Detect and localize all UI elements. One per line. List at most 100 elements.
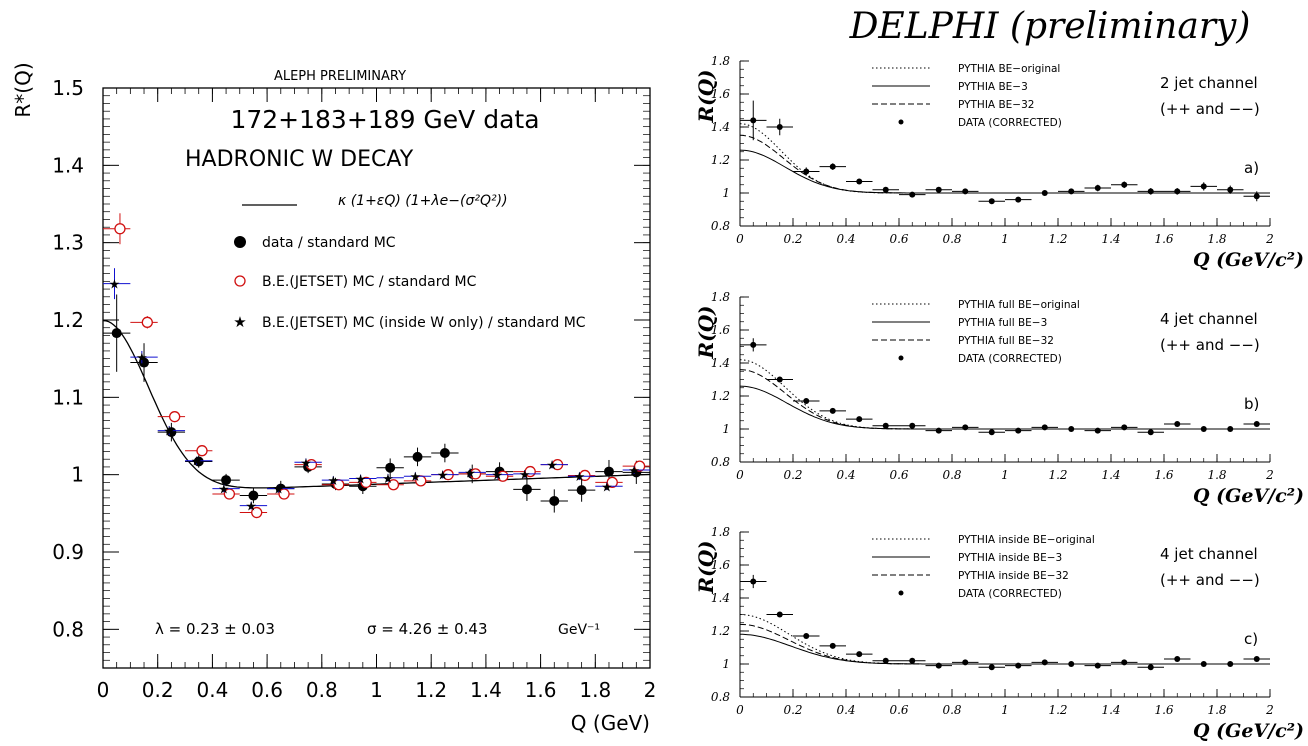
aleph-point-data [111,328,122,339]
delphi-a-g-x-tick-label: 1 [1001,232,1009,246]
delphi-c-g-data-point [988,664,995,671]
delphi-a-g-y-tick-label: 0.8 [711,219,730,233]
delphi-a-g-data-point [750,117,757,124]
delphi-c-g-x-tick-label: 2 [1265,703,1274,717]
delphi-a-g-legend-label-3: DATA (CORRECTED) [958,117,1062,129]
delphi-c-g-y-tick-label: 1.8 [711,525,730,539]
aleph-x-axis-label: Q (GeV) [571,711,650,735]
delphi-b-g-data-point [1094,427,1101,434]
delphi-a-g-curve-dashed [739,134,1270,194]
aleph-point-data [521,484,532,495]
delphi-a-g-data-point [1174,188,1181,195]
aleph-legend-data-marker [234,236,246,248]
delphi-b-g-x-axis-label: Q (GeV/c²) [1193,485,1304,507]
delphi-b-g-y-tick-label: 1.6 [711,323,730,337]
delphi-a-g-legend-label-0: PYTHIA BE−original [958,63,1060,75]
delphi-c-g-data-point [962,659,969,666]
delphi-c-g-x-axis-label: Q (GeV/c²) [1193,720,1304,742]
delphi-a-g-data-point [1094,185,1101,192]
delphi-b-g-y-tick-label: 0.8 [711,455,730,469]
delphi-title: DELPHI (preliminary) [849,6,1251,47]
aleph-point-mcw: ★ [464,466,476,481]
delphi-b-g-legend-label-1: PYTHIA full BE−3 [958,317,1047,329]
delphi-a-g-x-tick-label: 1.4 [1101,232,1120,246]
delphi-b-g-curve-dotted [739,359,1270,430]
aleph-point-mcw: ★ [382,472,394,487]
aleph-point-mcw: ★ [136,351,148,366]
delphi-b-g-y-tick-label: 1.8 [711,290,730,304]
delphi-c-g-curve-dotted [739,614,1270,665]
aleph-point-mc [196,445,208,457]
delphi-c-g-x-tick-label: 0.4 [836,703,855,717]
aleph-x-tick-label: 1.4 [470,678,502,702]
delphi-c-g-legend-label-3: DATA (CORRECTED) [958,588,1062,600]
delphi-c-g-x-tick-label: 0.6 [889,703,908,717]
delphi-b-g-y-tick-label: 1 [722,422,730,436]
delphi-a-g-data-point [829,163,836,170]
delphi-c-g-channel-label: 4 jet channel [1160,545,1258,563]
aleph-point-mcw: ★ [601,480,613,495]
aleph-point-data [603,466,614,477]
delphi-a-g-x-tick-label: 0.8 [942,232,961,246]
delphi-a-g-x-axis-label: Q (GeV/c²) [1193,249,1304,271]
delphi-c-g-legend-label-1: PYTHIA inside BE−3 [958,552,1062,564]
aleph-point-data [439,448,450,459]
delphi-c-g-data-point [1094,662,1101,669]
delphi-b-g-data-point [1147,429,1154,436]
aleph-legend-mc-label: B.E.(JETSET) MC / standard MC [262,274,477,290]
delphi-a-g-data-point [803,168,810,175]
delphi-c-g-x-tick-label: 1.8 [1207,703,1226,717]
delphi-b-g-x-tick-label: 0.2 [783,468,802,482]
aleph-x-tick-label: 1.2 [415,678,447,702]
delphi-a-g-data-point [988,198,995,205]
delphi-c-g-y-tick-label: 1.4 [711,591,730,605]
delphi-a-g-x-tick-label: 0 [736,232,744,246]
delphi-a-g-x-tick-label: 1.8 [1207,232,1226,246]
delphi-b-g-charge-label: (++ and −−) [1160,336,1260,354]
delphi-c-g-data-point [1015,662,1022,669]
delphi-a-g-x-tick-label: 2 [1265,232,1274,246]
delphi-a-g-charge-label: (++ and −−) [1160,100,1260,118]
delphi-c-g-data-point [829,642,836,649]
aleph-y-axis-label: R*(Q) [11,62,35,117]
delphi-a-g-x-tick-label: 1.6 [1154,232,1173,246]
delphi-a-g-y-tick-label: 1.2 [711,153,730,167]
aleph-chart: 0 0.2 0.4 0.6 0.8 1 1.2 1.4 1.6 1.8 2 0.8 0.9 1 1.1 1.2… [11,62,656,735]
delphi-c-g-x-tick-label: 1.2 [1048,703,1067,717]
aleph-fit-curve [102,319,651,489]
aleph-point-mc [251,506,263,519]
delphi-b-g-data-point [1068,426,1075,432]
aleph-x-tick-label: 0.6 [251,678,283,702]
delphi-b-g-legend-label-2: PYTHIA full BE−32 [958,335,1054,347]
delphi-c-g-data-point [1041,659,1048,666]
aleph-y-tick-label: 0.8 [52,617,84,641]
delphi-a-g-y-tick-label: 1 [722,186,730,200]
delphi-c-g-data-point [909,657,916,664]
delphi-c-g-data-point [1121,659,1128,666]
delphi-c-g-y-tick-label: 1.6 [711,558,730,572]
delphi-b-g-legend-label-0: PYTHIA full BE−original [958,299,1080,311]
delphi-b-g-data-point [1121,424,1128,431]
delphi-b-g-y-tick-label: 1.4 [711,356,730,370]
delphi-c-g-x-tick-label: 1.6 [1154,703,1173,717]
delphi-b-g-x-tick-label: 0 [736,468,744,482]
aleph-point-mcw: ★ [546,459,558,474]
aleph-y-tick-label: 1.4 [52,153,84,177]
delphi-a-g-x-tick-label: 0.4 [836,232,855,246]
delphi-b-g-data-point [882,422,889,429]
aleph-point-mc [387,479,400,491]
aleph-x-tick-label: 1.8 [579,678,611,702]
delphi-a-g-x-tick-label: 0.6 [889,232,908,246]
delphi-b-g-legend-label-3: DATA (CORRECTED) [958,353,1062,365]
delphi-b-g-x-tick-label: 1.2 [1048,468,1067,482]
delphi-b-g-data-point [909,422,916,429]
delphi-a-g-legend-label-1: PYTHIA BE−3 [958,81,1028,93]
aleph-subtitle-energy: 172+183+189 GeV data [230,105,539,134]
aleph-point-mc [141,316,153,328]
aleph-lambda-value: λ = 0.23 ± 0.03 [155,620,275,638]
aleph-x-tick-label: 1 [370,678,383,702]
delphi-c-g-data-point [856,651,863,658]
delphi-c-g-x-tick-label: 0.2 [783,703,802,717]
delphi-b-g-data-point [1200,426,1207,432]
